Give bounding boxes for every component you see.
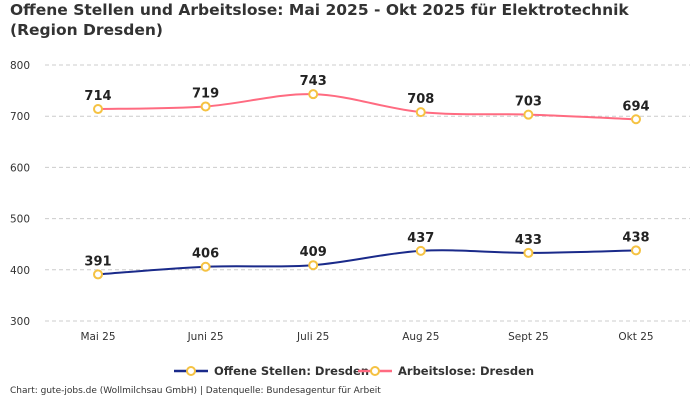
legend-label: Offene Stellen: Dresden xyxy=(214,364,369,378)
x-tick-label: Okt 25 xyxy=(618,331,653,343)
legend-marker-icon xyxy=(370,366,380,376)
legend-label: Arbeitslose: Dresden xyxy=(398,364,534,378)
y-tick-label: 400 xyxy=(10,265,30,277)
chart-credit: Chart: gute-jobs.de (Wollmilchsau GmbH) … xyxy=(10,386,381,396)
data-point xyxy=(523,247,534,258)
y-tick-label: 700 xyxy=(10,111,30,123)
data-point xyxy=(631,245,641,256)
data-label: 719 xyxy=(192,86,219,101)
data-point xyxy=(415,245,426,256)
data-label: 406 xyxy=(192,247,219,262)
legend-marker-icon xyxy=(186,366,196,376)
data-point xyxy=(93,104,103,115)
x-tick-label: Sept 25 xyxy=(508,331,549,343)
data-point xyxy=(415,107,426,118)
data-point xyxy=(200,261,211,272)
data-label: 437 xyxy=(407,231,434,246)
x-tick-label: Juli 25 xyxy=(296,331,329,343)
y-tick-label: 300 xyxy=(10,316,30,328)
data-label: 433 xyxy=(515,233,542,248)
data-point xyxy=(93,269,103,280)
x-tick-label: Aug 25 xyxy=(402,331,439,343)
series-line xyxy=(97,93,637,121)
data-label: 438 xyxy=(622,230,649,245)
chart-title: Offene Stellen und Arbeitslose: Mai 2025… xyxy=(10,1,629,39)
data-point xyxy=(523,109,534,120)
data-point xyxy=(308,89,319,100)
data-label: 708 xyxy=(407,92,434,107)
data-label: 714 xyxy=(84,89,111,104)
y-tick-label: 500 xyxy=(10,214,30,226)
data-label: 703 xyxy=(515,95,542,110)
data-label: 409 xyxy=(300,245,327,260)
series-line xyxy=(97,249,637,276)
x-tick-label: Mai 25 xyxy=(80,331,115,343)
data-label: 391 xyxy=(84,254,111,269)
y-tick-label: 600 xyxy=(10,162,30,174)
data-point xyxy=(631,114,641,125)
data-point xyxy=(308,260,319,271)
data-point xyxy=(200,101,211,112)
x-tick-label: Juni 25 xyxy=(187,331,224,343)
y-tick-label: 800 xyxy=(10,60,30,72)
data-label: 694 xyxy=(622,99,649,114)
data-label: 743 xyxy=(300,74,327,89)
